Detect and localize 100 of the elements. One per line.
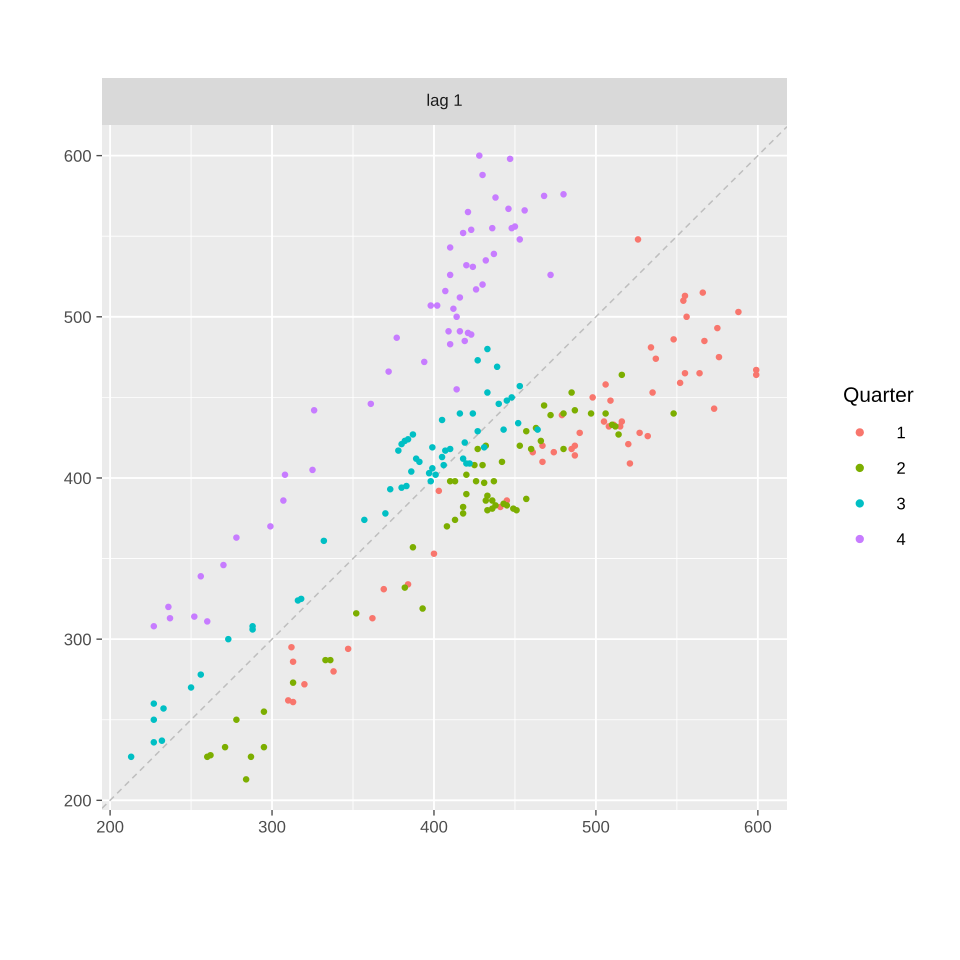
point xyxy=(440,462,447,468)
y-tick-label: 200 xyxy=(64,794,91,807)
x-tick-label: 400 xyxy=(420,820,448,833)
point xyxy=(568,389,575,396)
point xyxy=(330,668,337,675)
point xyxy=(479,281,486,288)
point xyxy=(290,698,296,706)
point xyxy=(456,410,464,417)
point xyxy=(352,610,360,617)
x-tick-label: 300 xyxy=(258,820,286,833)
point xyxy=(382,510,389,517)
point xyxy=(463,490,470,498)
point xyxy=(220,562,227,568)
point xyxy=(505,206,512,212)
point xyxy=(644,432,651,440)
point xyxy=(158,737,166,744)
point xyxy=(191,613,198,620)
point xyxy=(260,744,268,750)
legend-label: 3 xyxy=(897,498,905,510)
point xyxy=(521,207,528,214)
point xyxy=(429,444,436,451)
point xyxy=(540,192,548,200)
point xyxy=(618,372,626,378)
point xyxy=(150,716,158,723)
point xyxy=(460,504,466,510)
point xyxy=(446,244,454,251)
point xyxy=(294,597,302,604)
point xyxy=(166,614,174,622)
point xyxy=(495,400,502,408)
point xyxy=(412,455,420,462)
y-tick-label: 500 xyxy=(64,311,91,324)
point xyxy=(588,410,594,417)
point xyxy=(444,523,450,530)
point xyxy=(260,708,268,715)
point xyxy=(494,364,500,370)
point xyxy=(714,324,721,332)
point xyxy=(482,257,490,264)
point xyxy=(500,500,507,508)
point xyxy=(461,338,468,344)
point xyxy=(480,480,488,486)
point xyxy=(463,262,470,268)
point xyxy=(456,328,464,335)
point xyxy=(540,402,548,409)
point xyxy=(500,426,507,433)
point xyxy=(460,230,466,236)
point xyxy=(446,478,454,484)
point xyxy=(484,389,491,396)
point xyxy=(419,605,426,612)
point xyxy=(410,431,416,438)
point xyxy=(460,510,466,517)
point xyxy=(489,497,496,504)
point xyxy=(430,550,438,557)
point xyxy=(408,468,415,475)
point xyxy=(450,305,457,312)
legend-label: 1 xyxy=(898,426,905,438)
point xyxy=(607,397,614,404)
point xyxy=(474,428,481,434)
point xyxy=(670,336,677,343)
point xyxy=(602,410,609,417)
point xyxy=(267,523,274,530)
point xyxy=(282,471,288,478)
point xyxy=(576,430,583,436)
point xyxy=(523,428,530,434)
point xyxy=(701,338,708,344)
point xyxy=(470,264,476,270)
point xyxy=(682,370,688,376)
point xyxy=(498,458,506,466)
point xyxy=(634,236,642,243)
point xyxy=(676,380,684,386)
point xyxy=(427,302,434,309)
point xyxy=(438,416,446,424)
y-tick-label: 400 xyxy=(64,472,91,484)
point xyxy=(452,516,458,524)
y-tick-label: 300 xyxy=(64,634,91,646)
point xyxy=(516,442,524,449)
point xyxy=(568,446,575,452)
x-tick-label: 600 xyxy=(744,820,772,833)
point xyxy=(508,394,515,401)
point xyxy=(490,478,498,484)
point xyxy=(427,478,434,484)
point xyxy=(188,684,194,691)
point xyxy=(327,656,334,664)
point xyxy=(700,289,706,296)
point xyxy=(506,156,514,162)
point xyxy=(436,488,442,494)
point xyxy=(429,465,436,472)
point xyxy=(368,400,374,408)
point xyxy=(490,250,498,258)
point xyxy=(165,604,172,610)
point xyxy=(474,446,481,452)
legend-label: 4 xyxy=(896,533,906,545)
point xyxy=(735,308,742,316)
point xyxy=(446,446,454,452)
point xyxy=(310,407,318,414)
point xyxy=(649,389,656,396)
point xyxy=(547,272,554,278)
point xyxy=(472,286,480,293)
point xyxy=(484,492,491,499)
point xyxy=(445,328,452,335)
point xyxy=(716,354,722,360)
